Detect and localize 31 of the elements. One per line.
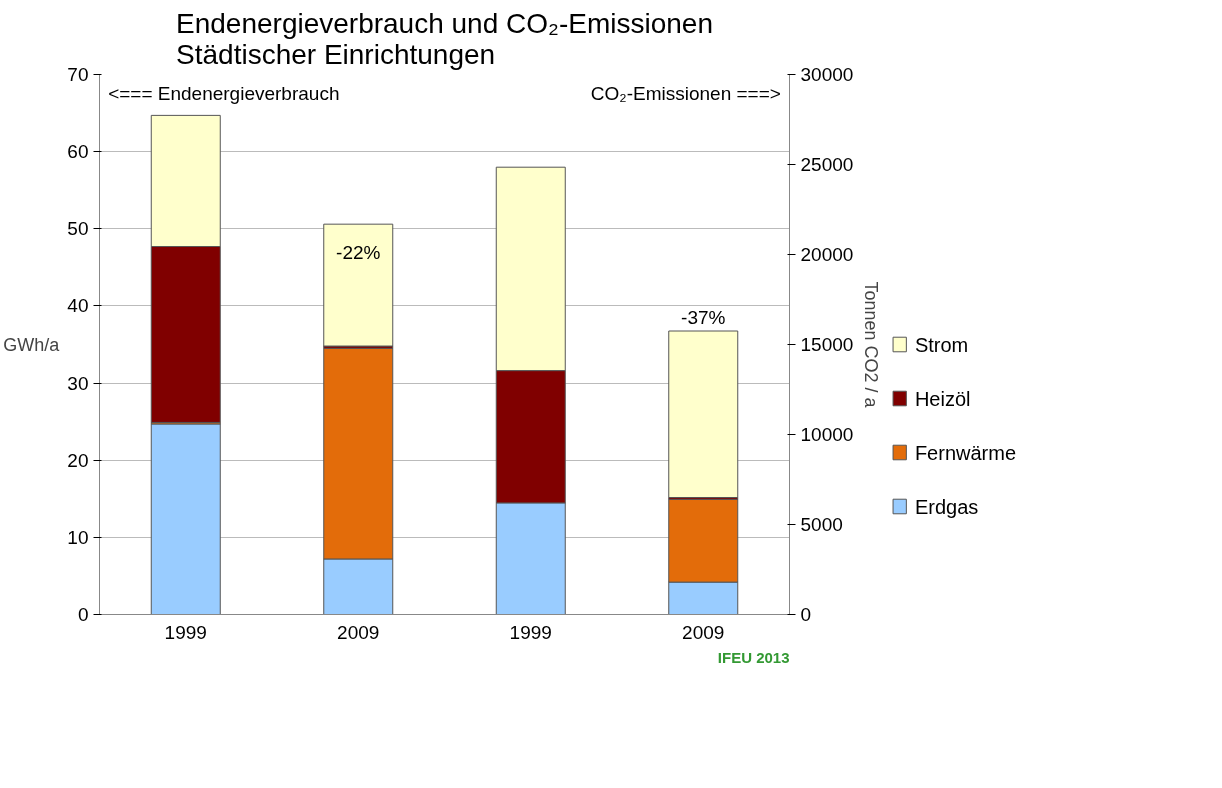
y2-tick-label: 20000	[800, 244, 854, 265]
y-tick-label: 0	[77, 604, 89, 625]
y-tick-label: 50	[67, 218, 89, 240]
legend-label: Fernwärme	[914, 441, 1017, 464]
text: IFEU 2013	[717, 648, 790, 666]
y2-tick-label: 10000	[800, 424, 854, 445]
y-tick-label: 70	[67, 64, 89, 85]
y-tick-label: 30	[67, 372, 89, 394]
y-tick-label: 40	[67, 295, 89, 317]
y2-tick-label: 15000	[800, 334, 854, 355]
x-tick-label: 1999	[164, 621, 207, 643]
y2-tick-label: 30000	[800, 64, 854, 85]
x-tick-label: 2009	[337, 621, 380, 643]
y-tick-label: 10	[67, 526, 89, 548]
chart-title: Endenergieverbrauch und CO₂-Emissionen Städtischer Einrichtungen	[176, 7, 713, 70]
y2-tick-label: 5000	[800, 514, 843, 535]
annotation: -37%	[681, 307, 726, 328]
annotation: <=== Endenergieverbrauch	[108, 83, 340, 105]
legend-label: Heizöl	[914, 387, 971, 410]
y2-tick-label: 25000	[800, 154, 854, 175]
legend-label: Strom	[914, 333, 969, 356]
annotation: -22%	[336, 242, 381, 264]
x-tick-label: 1999	[509, 621, 552, 643]
annotation: CO₂-Emissionen ===>	[590, 83, 781, 105]
y-tick-label: 60	[67, 141, 89, 163]
x-tick-label: 2009	[682, 621, 725, 643]
y-tick-label: 20	[67, 449, 89, 471]
legend-label: Erdgas	[914, 495, 979, 518]
y2-axis-title: Tonnen CO2 / a	[861, 281, 882, 409]
y-axis-title: GWh/a	[3, 334, 61, 355]
y2-tick-label: 0	[800, 604, 812, 625]
